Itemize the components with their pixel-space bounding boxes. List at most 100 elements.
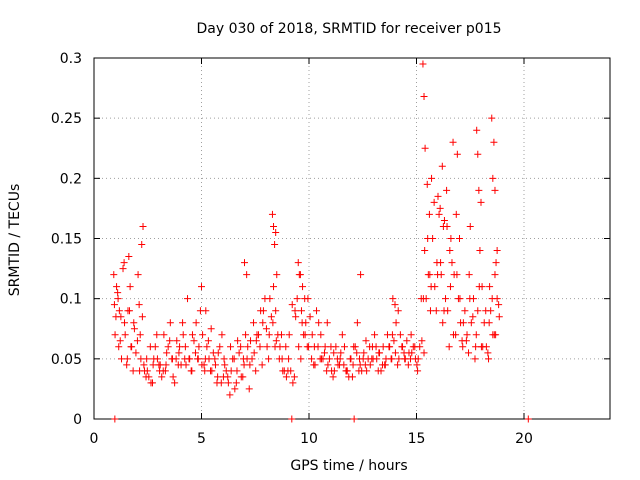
data-point: [176, 343, 184, 351]
data-point: [467, 319, 475, 327]
data-point: [239, 373, 247, 381]
data-point: [271, 343, 279, 351]
data-point: [207, 367, 215, 375]
data-point: [458, 337, 466, 345]
y-tick-label: 0.25: [51, 111, 82, 127]
x-axis-label: GPS time / hours: [290, 458, 407, 474]
data-point: [213, 379, 221, 387]
data-point: [140, 361, 148, 369]
data-point: [330, 367, 338, 375]
data-point: [174, 361, 182, 369]
data-point: [194, 355, 202, 363]
data-point: [488, 114, 496, 122]
data-point: [169, 373, 177, 381]
data-point: [476, 247, 484, 255]
data-point: [187, 367, 195, 375]
data-point: [268, 210, 276, 218]
data-point: [474, 307, 482, 315]
data-point: [314, 343, 322, 351]
data-point: [443, 222, 451, 230]
data-point: [119, 265, 127, 273]
data-point: [330, 349, 338, 357]
data-point: [489, 174, 497, 182]
data-point: [138, 313, 146, 321]
data-point: [310, 361, 318, 369]
data-point: [214, 349, 222, 357]
data-point: [427, 283, 435, 291]
data-point: [471, 355, 479, 363]
data-point: [211, 361, 219, 369]
x-tick-label: 5: [197, 431, 206, 447]
data-point: [293, 295, 301, 303]
data-point: [485, 355, 493, 363]
data-point: [440, 307, 448, 315]
data-point: [188, 331, 196, 339]
data-point: [133, 337, 141, 345]
data-point: [486, 283, 494, 291]
data-point: [477, 198, 485, 206]
data-point: [258, 361, 266, 369]
data-point: [163, 349, 171, 357]
data-point: [524, 415, 532, 423]
data-point: [123, 361, 131, 369]
data-point: [320, 349, 328, 357]
data-point: [443, 186, 451, 194]
data-point: [394, 361, 402, 369]
data-point: [116, 337, 124, 345]
data-point: [388, 331, 396, 339]
data-point: [138, 241, 146, 249]
data-point: [362, 337, 370, 345]
data-point: [184, 295, 192, 303]
data-point: [348, 373, 356, 381]
data-point: [216, 343, 224, 351]
data-point: [323, 319, 331, 327]
data-point: [113, 283, 121, 291]
data-point: [350, 415, 358, 423]
data-point: [395, 355, 403, 363]
data-series-srmtid: [110, 60, 532, 423]
data-point: [129, 367, 137, 375]
data-point: [126, 283, 134, 291]
data-point: [114, 295, 122, 303]
data-point: [477, 343, 485, 351]
data-point: [453, 150, 461, 158]
data-point: [316, 355, 324, 363]
y-tick-label: 0.2: [60, 171, 82, 187]
data-point: [130, 319, 138, 327]
data-point: [381, 361, 389, 369]
data-point: [168, 355, 176, 363]
data-point: [434, 271, 442, 279]
data-point: [153, 331, 161, 339]
data-point: [266, 295, 274, 303]
data-point: [242, 331, 250, 339]
data-point: [114, 289, 122, 297]
data-point: [173, 337, 181, 345]
data-point: [434, 192, 442, 200]
data-point: [181, 355, 189, 363]
data-point: [120, 259, 128, 267]
data-point: [150, 355, 158, 363]
data-point: [461, 307, 469, 315]
data-point: [426, 271, 434, 279]
y-tick-label: 0.3: [60, 51, 82, 67]
data-point: [250, 349, 258, 357]
data-point: [136, 367, 144, 375]
data-point: [398, 343, 406, 351]
y-tick-label: 0.15: [51, 232, 82, 248]
data-point: [323, 367, 331, 375]
data-point: [219, 373, 227, 381]
data-point: [124, 307, 132, 315]
data-point: [259, 319, 267, 327]
data-point: [298, 319, 306, 327]
data-point: [265, 331, 273, 339]
data-point: [423, 180, 431, 188]
data-point: [127, 343, 135, 351]
chart-title: Day 030 of 2018, SRMTID for receiver p01…: [196, 21, 501, 37]
data-point: [404, 361, 412, 369]
data-point: [474, 150, 482, 158]
data-point: [435, 210, 443, 218]
data-point: [203, 343, 211, 351]
y-tick-label: 0.05: [51, 352, 82, 368]
data-point: [166, 319, 174, 327]
data-point: [463, 331, 471, 339]
